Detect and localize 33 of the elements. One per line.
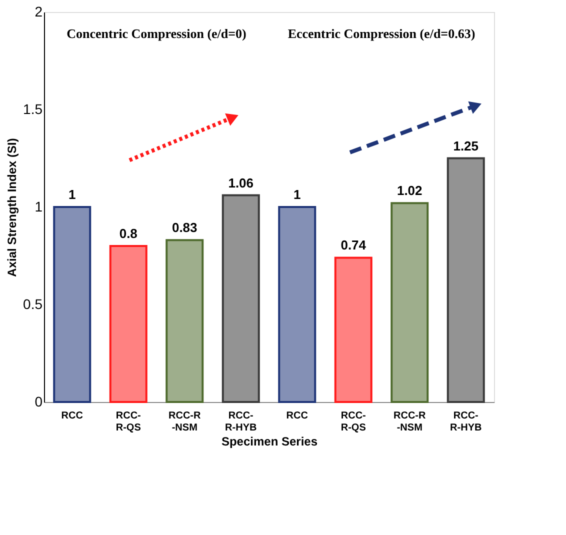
data-label: 1 [68, 187, 76, 202]
x-tick-label: RCC [286, 410, 308, 422]
bar [222, 194, 260, 403]
y-tick-label: 1 [34, 198, 43, 214]
x-tick-label: RCC- R-HYB [225, 410, 257, 434]
bar [109, 245, 148, 403]
bar [446, 157, 485, 403]
data-label: 0.83 [172, 220, 198, 236]
x-tick-label: RCC-R -NSM [168, 410, 202, 434]
data-label: 0.74 [340, 238, 367, 253]
annotation: Concentric Compression (e/d=0) [66, 26, 246, 41]
data-label: 1 [294, 187, 301, 202]
x-tick-label: RCC-R -NSM [394, 410, 427, 434]
y-tick-label: 0.5 [23, 296, 43, 312]
x-tick-label: RCC- R-QS [340, 410, 366, 434]
bar [278, 206, 316, 403]
y-tick-label: 2 [34, 4, 43, 20]
bar [390, 202, 429, 403]
x-tick-label: RCC- R-QS [116, 410, 142, 434]
bar [166, 239, 204, 403]
y-axis-title: Axial Strength Index (SI) [5, 138, 20, 277]
bar [53, 206, 92, 403]
annotation: Eccentric Compression (e/d=0.63) [288, 26, 476, 41]
x-tick-label: RCC [61, 410, 83, 422]
x-axis-title: Specimen Series [221, 434, 318, 448]
y-tick-label: 0 [34, 394, 43, 410]
data-label: 1.02 [396, 183, 422, 198]
y-tick-label: 1.5 [23, 101, 43, 117]
bar [334, 256, 372, 403]
data-label: 1.25 [453, 138, 479, 154]
data-label: 0.8 [119, 226, 138, 241]
x-tick-label: RCC- R-HYB [450, 410, 482, 434]
data-label: 1.06 [228, 175, 254, 190]
